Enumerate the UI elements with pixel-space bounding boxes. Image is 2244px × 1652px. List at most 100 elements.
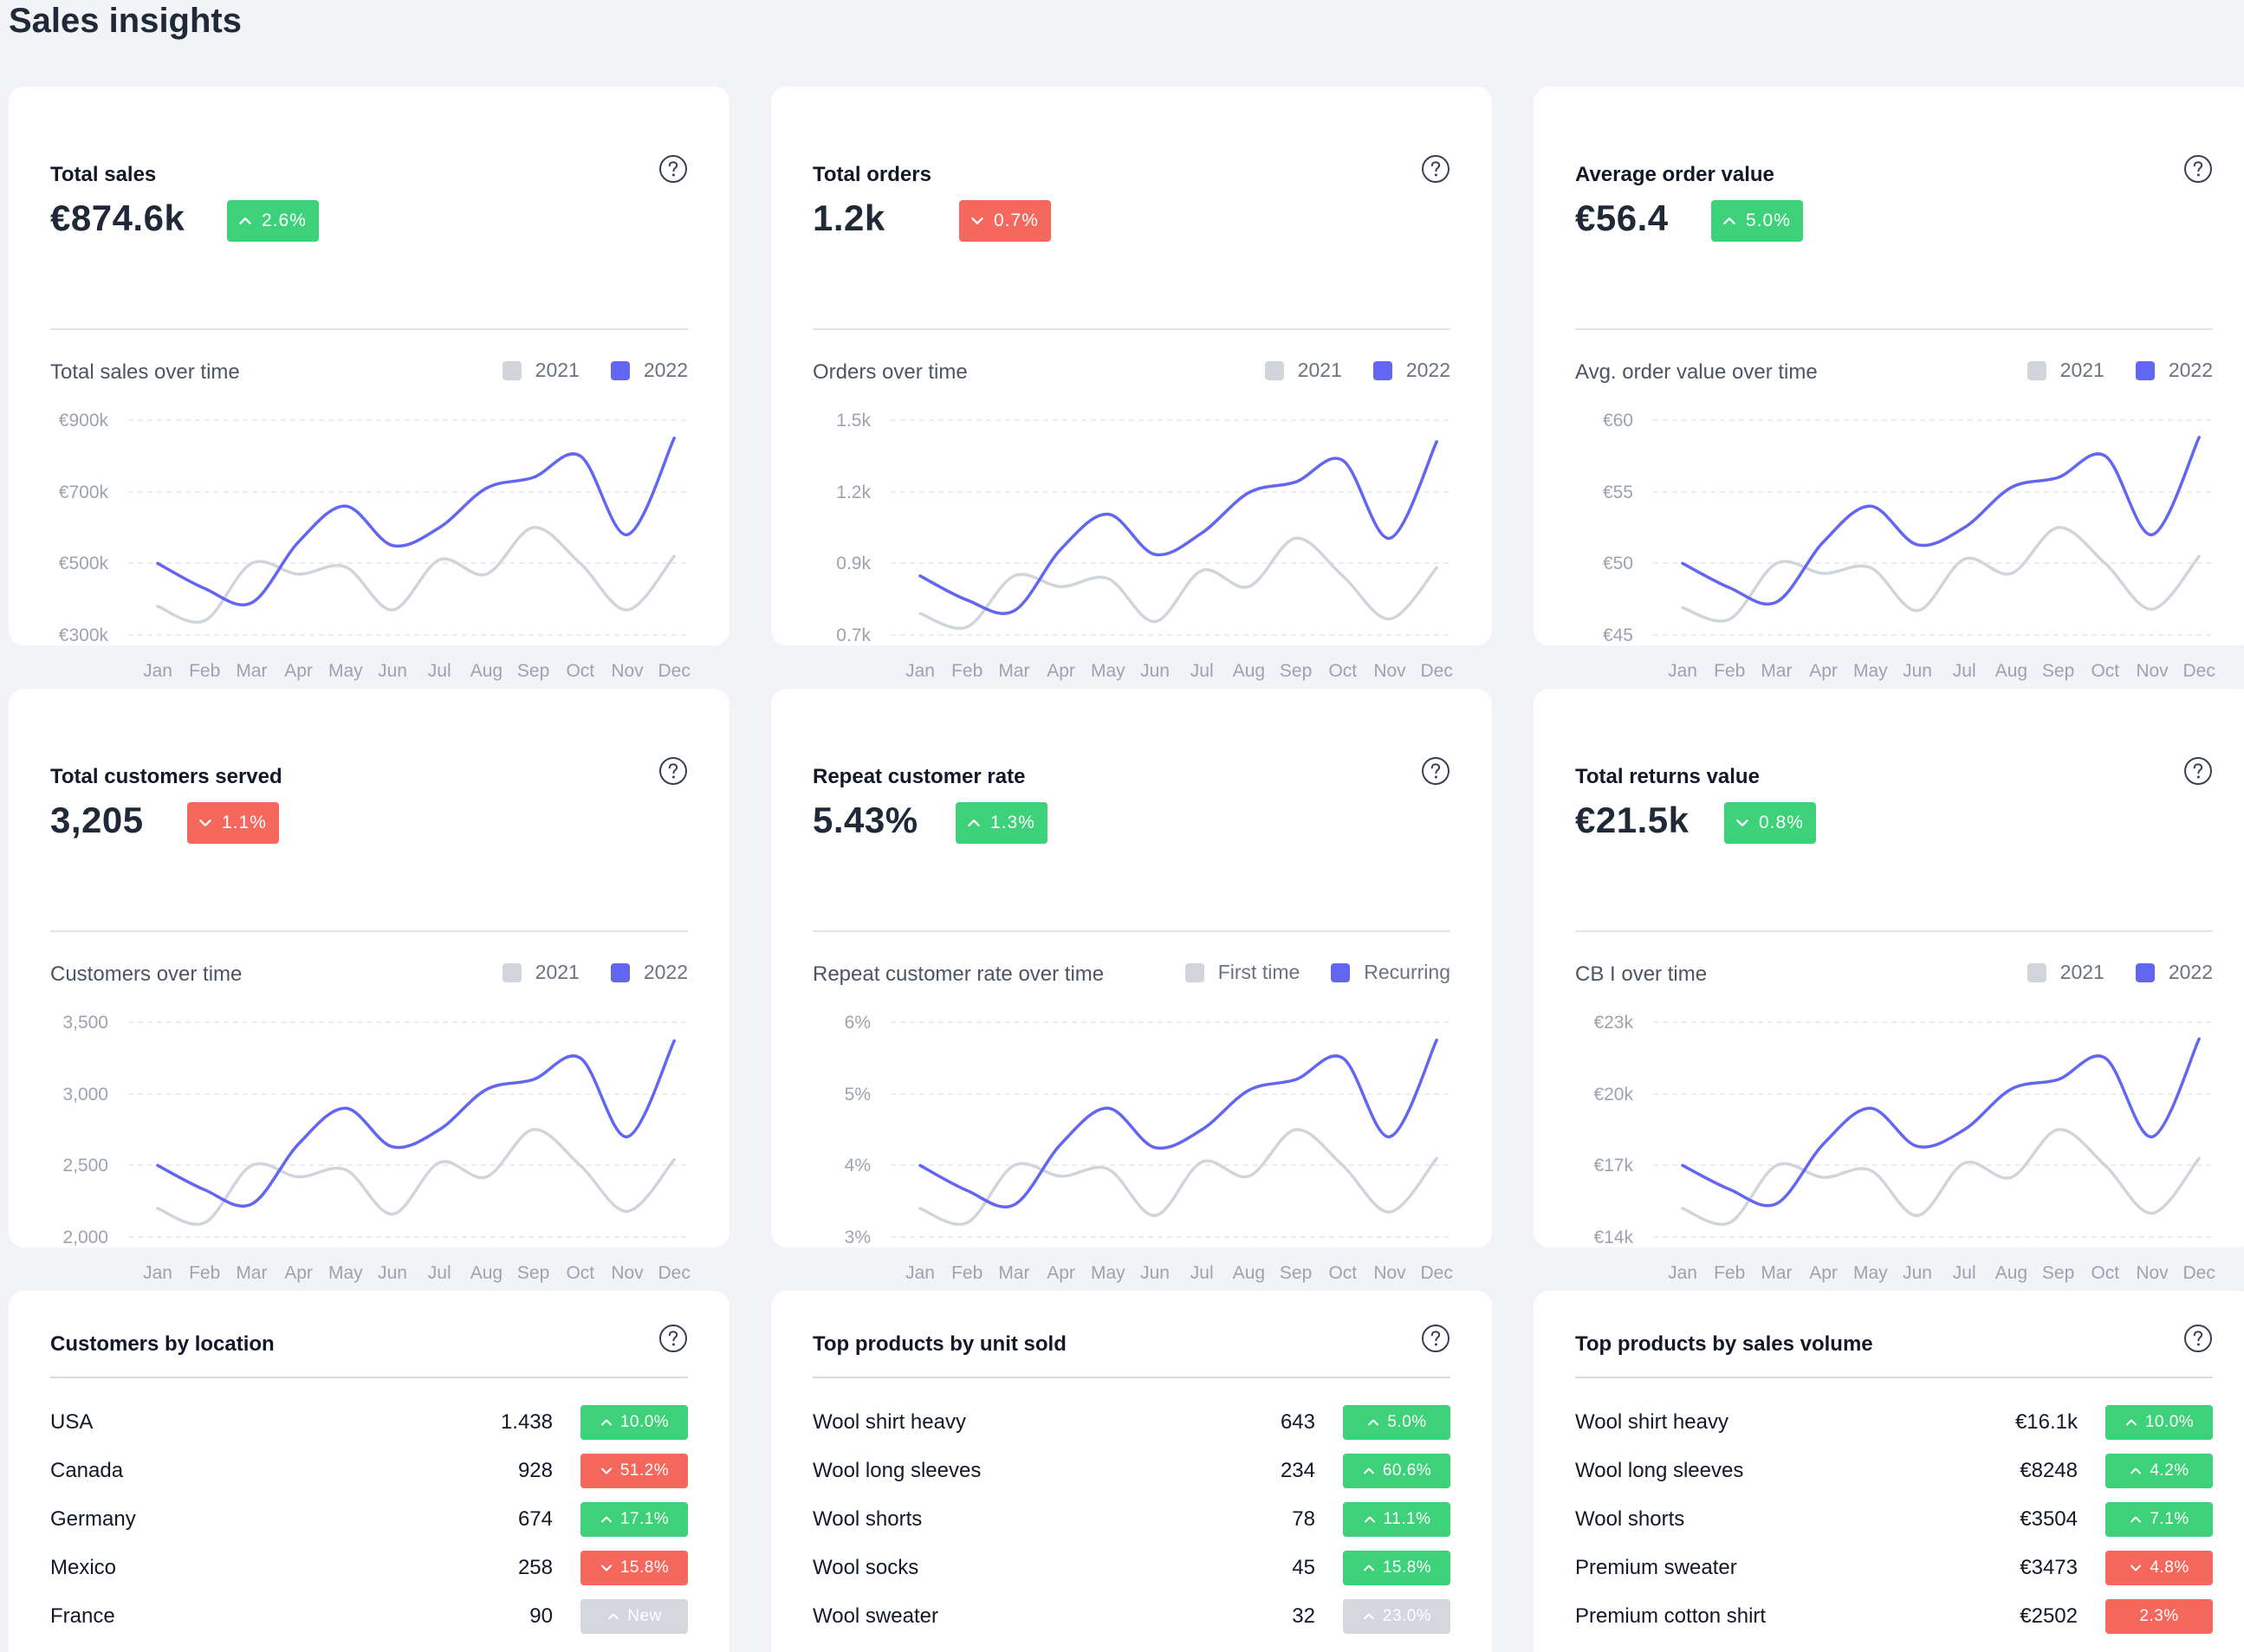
legend-item[interactable]: 2021 (1264, 359, 1342, 382)
delta-badge: 2.6% (227, 200, 319, 242)
trend-badge: 11.1% (1343, 1502, 1450, 1537)
list-item[interactable]: Germany 674 17.1% (50, 1502, 688, 1537)
legend-item[interactable]: 2021 (2027, 961, 2105, 984)
chart-legend: 2021 2022 (2027, 359, 2213, 382)
legend-item[interactable]: 2021 (502, 359, 580, 382)
legend-label: 2022 (2168, 359, 2213, 381)
legend-label: 2021 (535, 961, 580, 983)
row-label: France (50, 1604, 115, 1628)
help-icon[interactable] (2183, 154, 2213, 184)
trend-badge: 15.8% (580, 1551, 688, 1585)
badge-value: 11.1% (1383, 1510, 1431, 1528)
help-icon[interactable] (658, 1324, 688, 1353)
legend-item[interactable]: 2022 (1372, 359, 1450, 382)
line-chart: €900k €700k €500k €300k Jan Feb Mar Apr May Jun Ju… (59, 411, 691, 681)
legend-item[interactable]: 2022 (610, 359, 688, 382)
page-title: Sales insights (9, 2, 242, 40)
delta-badge: 1.3% (956, 802, 1047, 844)
help-icon[interactable] (658, 756, 688, 786)
legend-item[interactable]: First time (1184, 961, 1300, 984)
series-line-b (156, 1039, 676, 1208)
x-tick-label: Sep (517, 1263, 549, 1283)
legend-item[interactable]: 2022 (610, 961, 688, 984)
badge-value: 10.0% (619, 1413, 670, 1431)
x-tick-label: May (1853, 1263, 1888, 1283)
y-tick-label: €17k (1593, 1156, 1633, 1176)
x-tick-label: Nov (2136, 1263, 2169, 1283)
y-tick-label: 2,000 (62, 1228, 108, 1247)
series-line-b (1681, 436, 2201, 606)
chart-title: Avg. order value over time (1575, 360, 1818, 384)
series-line-b (156, 436, 676, 606)
trend-badge: 17.1% (580, 1502, 688, 1537)
legend-item[interactable]: Recurring (1331, 961, 1450, 984)
chevron-up-icon (1364, 1516, 1375, 1523)
list-item[interactable]: Wool shirt heavy 643 5.0% (813, 1405, 1450, 1440)
list-item[interactable]: Wool long sleeves 234 60.6% (813, 1454, 1450, 1488)
x-tick-label: Jul (1190, 1263, 1214, 1283)
chevron-down-icon (600, 1565, 612, 1571)
list-card: Customers by location USA 1.438 10.0% Canada… (9, 1291, 730, 1652)
legend-swatch (2027, 962, 2046, 982)
x-tick-label: Dec (2183, 661, 2215, 681)
badge-value: 4.8% (2150, 1558, 2189, 1577)
x-tick-label: Jan (143, 1263, 172, 1283)
x-tick-label: Aug (470, 661, 503, 681)
row-value: 45 (1292, 1556, 1315, 1579)
help-icon[interactable] (658, 154, 688, 184)
legend-item[interactable]: 2022 (2135, 961, 2213, 984)
x-tick-label: Apr (1809, 661, 1838, 681)
chevron-down-icon (600, 1467, 612, 1474)
card-title: Average order value (1575, 163, 1774, 186)
card-title: Total orders (813, 163, 931, 186)
kpi-card: Repeat customer rate 5.43% 1.3% Repeat cust… (771, 689, 1492, 1283)
series-line-b (1681, 1037, 2201, 1208)
row-label: Canada (50, 1459, 124, 1482)
x-tick-label: Feb (951, 1263, 983, 1283)
row-label: Wool shirt heavy (1575, 1410, 1728, 1434)
x-tick-label: Oct (566, 1263, 594, 1283)
list-item[interactable]: France 90 New (50, 1599, 688, 1634)
kpi-value: 1.2k (813, 198, 885, 238)
help-icon[interactable] (1421, 1324, 1450, 1353)
list-item[interactable]: Wool shirt heavy €16.1k 10.0% (1575, 1405, 2213, 1440)
divider (813, 930, 1450, 932)
legend-item[interactable]: 2021 (2027, 359, 2105, 382)
y-tick-label: 0.9k (836, 554, 871, 573)
list-item[interactable]: Premium sweater €3473 4.8% (1575, 1551, 2213, 1585)
delta-badge: 1.1% (187, 802, 279, 844)
list-item[interactable]: USA 1.438 10.0% (50, 1405, 688, 1440)
x-tick-label: Jun (1903, 661, 1932, 681)
badge-value: 4.2% (2150, 1461, 2189, 1480)
legend-item[interactable]: 2022 (2135, 359, 2213, 382)
y-tick-label: 6% (845, 1013, 871, 1033)
trend-badge: 4.2% (2105, 1454, 2213, 1488)
list-item[interactable]: Wool shorts €3504 7.1% (1575, 1502, 2213, 1537)
divider (813, 328, 1450, 330)
help-icon[interactable] (2183, 756, 2213, 786)
card-title: Total sales (50, 163, 157, 186)
list-item[interactable]: Wool shorts 78 11.1% (813, 1502, 1450, 1537)
x-tick-label: Aug (470, 1263, 503, 1283)
legend-label: 2022 (1405, 359, 1450, 381)
row-label: Wool long sleeves (813, 1459, 982, 1482)
row-value: 32 (1292, 1604, 1315, 1628)
list-item[interactable]: Wool socks 45 15.8% (813, 1551, 1450, 1585)
y-tick-label: 3% (845, 1228, 871, 1247)
list-item[interactable]: Wool sweater 32 23.0% (813, 1599, 1450, 1634)
x-tick-label: Jun (1140, 1263, 1170, 1283)
legend-item[interactable]: 2021 (502, 961, 580, 984)
delta-value: 1.1% (222, 813, 267, 832)
help-icon[interactable] (1421, 154, 1450, 184)
list-item[interactable]: Mexico 258 15.8% (50, 1551, 688, 1585)
list-item[interactable]: Wool long sleeves €8248 4.2% (1575, 1454, 2213, 1488)
badge-value: 60.6% (1382, 1461, 1432, 1480)
x-tick-label: Oct (566, 661, 594, 681)
list-item[interactable]: Canada 928 51.2% (50, 1454, 688, 1488)
row-value: 1.438 (500, 1410, 553, 1434)
list-item[interactable]: Premium cotton shirt €2502 2.3% (1575, 1599, 2213, 1634)
help-icon[interactable] (1421, 756, 1450, 786)
x-tick-label: Nov (1373, 661, 1406, 681)
help-icon[interactable] (2183, 1324, 2213, 1353)
divider (813, 1377, 1450, 1378)
